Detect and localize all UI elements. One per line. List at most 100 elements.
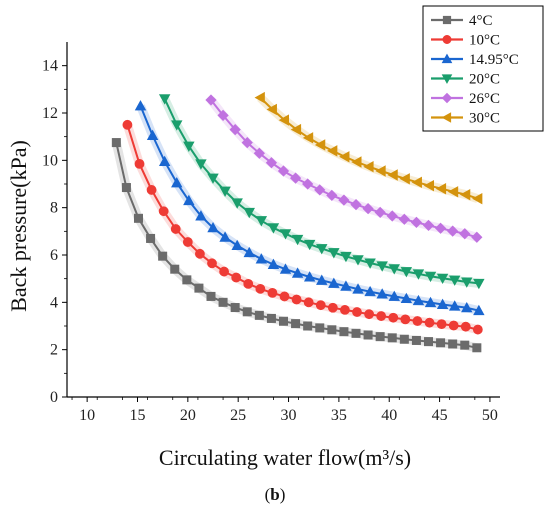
data-point	[182, 237, 193, 247]
data-point	[291, 294, 302, 305]
data-point	[388, 312, 399, 323]
legend-marker	[442, 34, 452, 44]
data-point	[436, 273, 449, 285]
legend-item: 14.95°C	[431, 52, 519, 68]
data-point	[327, 325, 337, 335]
data-point	[265, 157, 278, 169]
legend-marker	[442, 15, 452, 25]
data-point	[435, 183, 447, 195]
data-point	[158, 251, 168, 261]
series-4	[205, 94, 483, 243]
legend-label: 4°C	[469, 13, 493, 29]
legend-label: 30°C	[469, 111, 500, 127]
data-point	[255, 283, 266, 294]
data-point	[399, 334, 409, 344]
data-point	[314, 139, 326, 151]
data-point	[364, 309, 374, 320]
y-axis-label: Back pressure(kPa)	[6, 140, 31, 312]
data-point	[231, 198, 243, 209]
data-point	[122, 119, 133, 130]
data-point	[182, 275, 192, 285]
x-tick-label: 30	[281, 407, 297, 424]
data-point	[448, 300, 461, 311]
data-point	[411, 176, 422, 189]
data-point	[316, 274, 328, 285]
data-point	[328, 248, 340, 259]
data-point	[459, 188, 471, 201]
data-point	[461, 301, 473, 313]
legend-item: 30°C	[431, 111, 500, 127]
data-point	[387, 333, 397, 343]
data-point	[411, 335, 421, 345]
data-point	[146, 129, 159, 140]
x-tick-label: 45	[432, 407, 448, 424]
data-point	[410, 216, 423, 228]
data-point	[279, 263, 292, 274]
data-point	[375, 165, 386, 177]
data-point	[134, 100, 147, 111]
data-point	[291, 319, 301, 329]
data-point	[364, 285, 376, 297]
data-point	[219, 231, 231, 242]
data-point	[243, 207, 255, 219]
data-point	[229, 123, 241, 136]
legend-box	[422, 5, 544, 132]
data-point	[424, 271, 437, 283]
data-point	[388, 290, 400, 301]
data-point	[388, 264, 400, 275]
data-point	[364, 258, 376, 269]
data-point	[386, 210, 398, 222]
data-point	[243, 246, 255, 258]
legend-label: 14.95°C	[469, 52, 519, 68]
data-point	[255, 253, 268, 264]
data-point	[412, 316, 423, 326]
data-point	[183, 141, 195, 152]
data-point	[302, 178, 314, 190]
data-point	[290, 123, 302, 136]
data-point	[243, 278, 254, 289]
data-point	[231, 272, 242, 283]
data-point	[340, 305, 350, 315]
data-point	[376, 261, 388, 272]
x-tick-label: 15	[129, 407, 145, 424]
data-point	[340, 280, 352, 291]
legend-item: 20°C	[431, 72, 500, 88]
y-tick-label: 6	[50, 247, 58, 264]
y-tick-label: 12	[42, 105, 58, 122]
x-tick-label: 50	[482, 407, 498, 424]
data-point	[206, 291, 216, 301]
data-point	[328, 277, 340, 288]
data-point	[400, 267, 413, 278]
y-tick-label: 8	[50, 200, 58, 217]
data-point	[279, 229, 292, 240]
data-point	[473, 278, 485, 290]
data-point	[195, 159, 207, 170]
series-2	[134, 100, 485, 316]
data-point	[289, 172, 302, 184]
legend-item: 10°C	[431, 33, 500, 49]
data-point	[352, 283, 364, 294]
data-point	[422, 219, 435, 232]
data-point	[448, 275, 461, 286]
data-point	[158, 155, 171, 167]
data-point	[424, 337, 434, 347]
x-tick-label: 35	[331, 407, 347, 424]
data-point	[473, 304, 485, 316]
data-point	[459, 228, 471, 240]
data-point	[267, 287, 278, 298]
figure-caption: (b)	[265, 485, 286, 504]
data-point	[424, 296, 437, 308]
data-point	[363, 161, 374, 173]
series-5	[254, 91, 483, 205]
data-point	[217, 109, 229, 121]
data-point	[146, 185, 157, 195]
data-point	[241, 136, 253, 149]
data-point	[267, 223, 280, 234]
data-point	[472, 343, 482, 353]
data-point	[230, 303, 240, 313]
data-point	[326, 189, 338, 201]
data-point	[171, 176, 183, 188]
y-tick-label: 4	[50, 294, 58, 311]
data-point	[291, 234, 304, 246]
data-point	[351, 156, 362, 168]
